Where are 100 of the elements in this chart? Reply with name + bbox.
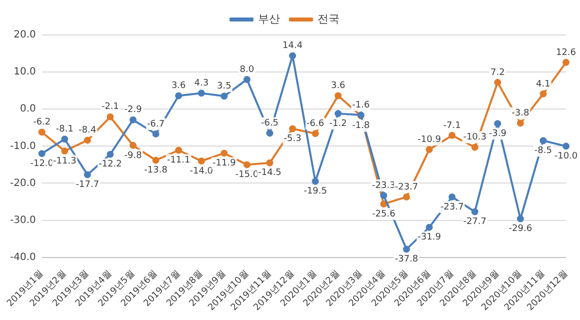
data-label: -23.3 (372, 180, 396, 191)
point (516, 120, 524, 127)
data-label: -27.7 (463, 217, 486, 228)
point (106, 113, 114, 120)
point (471, 144, 478, 151)
data-label: 12.6 (556, 48, 576, 58)
point (312, 130, 319, 138)
point (494, 78, 502, 86)
data-label: -14.0 (190, 166, 214, 176)
point (516, 215, 524, 222)
data-label: -1.6 (352, 100, 370, 110)
data-label: -23.7 (440, 202, 464, 212)
data-label: -31.9 (418, 232, 442, 243)
data-label: 4.1 (536, 79, 550, 90)
data-label: -1.2 (329, 118, 347, 129)
point (426, 146, 433, 154)
point (175, 92, 182, 100)
data-label: -6.2 (33, 117, 51, 128)
point (38, 128, 46, 136)
point (152, 130, 160, 138)
point (220, 92, 228, 100)
point (106, 150, 114, 158)
point (312, 178, 319, 185)
y-tick-label: -20.0 (10, 178, 36, 189)
data-label: -6.5 (260, 118, 279, 129)
data-label: -8.1 (56, 124, 74, 134)
y-tick-label: 20.0 (14, 30, 36, 41)
point (562, 58, 570, 66)
point (38, 150, 46, 158)
point (494, 120, 502, 128)
data-label: -29.6 (508, 224, 532, 234)
data-label: -10.3 (463, 132, 486, 143)
data-label: -11.3 (53, 156, 76, 166)
data-label: -6.6 (306, 118, 324, 129)
y-tick-label: -30.0 (10, 214, 36, 226)
data-label: -5.3 (284, 134, 302, 144)
data-label: 8.0 (240, 64, 254, 75)
point (380, 200, 388, 208)
y-tick-label: 0.0 (20, 104, 36, 115)
point (426, 224, 433, 231)
data-label: -11.9 (212, 158, 236, 169)
point (380, 192, 388, 199)
data-label: -19.5 (304, 186, 327, 197)
point (402, 193, 410, 200)
data-label: 3.6 (171, 81, 186, 92)
point (540, 137, 547, 144)
data-label: -8.5 (534, 146, 552, 156)
point (289, 52, 296, 60)
point (84, 136, 91, 144)
point (130, 116, 137, 124)
point (84, 171, 91, 178)
data-label: -14.5 (258, 168, 282, 178)
legend-label: 전국 (318, 12, 340, 26)
data-label: -1.8 (352, 121, 370, 132)
data-label: -25.6 (372, 209, 396, 220)
point (540, 90, 547, 98)
data-label: -12.2 (98, 160, 122, 170)
point (198, 90, 205, 97)
data-label: -9.8 (124, 150, 142, 161)
point (130, 142, 137, 149)
point (61, 147, 68, 154)
data-label: 14.4 (282, 41, 303, 52)
point (152, 156, 160, 164)
data-label: -37.8 (394, 254, 418, 265)
data-label: -6.7 (147, 119, 165, 130)
point (334, 110, 342, 118)
y-tick-label: -10.0 (10, 140, 36, 152)
data-label: -3.8 (512, 108, 530, 119)
point (266, 159, 274, 166)
y-tick-label: 10.0 (14, 66, 36, 78)
legend-label: 부산 (258, 12, 280, 26)
data-label: 3.6 (330, 81, 346, 92)
point (471, 208, 478, 216)
data-label: 4.3 (194, 78, 209, 89)
data-label: -10.0 (554, 152, 578, 162)
data-label: -12.0 (30, 158, 54, 169)
data-label: -17.7 (76, 180, 100, 190)
point (266, 130, 274, 137)
point (448, 132, 456, 139)
point (220, 150, 228, 157)
point (243, 161, 250, 168)
point (243, 76, 250, 83)
point (61, 136, 68, 143)
data-label: 3.5 (217, 81, 232, 92)
data-label: -8.4 (78, 126, 97, 136)
point (175, 146, 182, 154)
point (402, 246, 410, 253)
data-label: -10.9 (418, 134, 442, 145)
data-label: 7.2 (490, 68, 505, 78)
y-tick-label: -40.0 (10, 252, 36, 263)
data-label: -11.1 (166, 156, 190, 166)
data-label: -2.9 (124, 105, 142, 116)
point (198, 157, 205, 164)
data-label: -7.1 (443, 120, 461, 131)
point (448, 193, 456, 200)
point (334, 92, 342, 100)
data-label: -13.8 (144, 166, 168, 176)
data-label: -2.1 (101, 102, 120, 112)
data-label: -23.7 (394, 182, 418, 192)
data-label: -15.0 (235, 170, 259, 180)
